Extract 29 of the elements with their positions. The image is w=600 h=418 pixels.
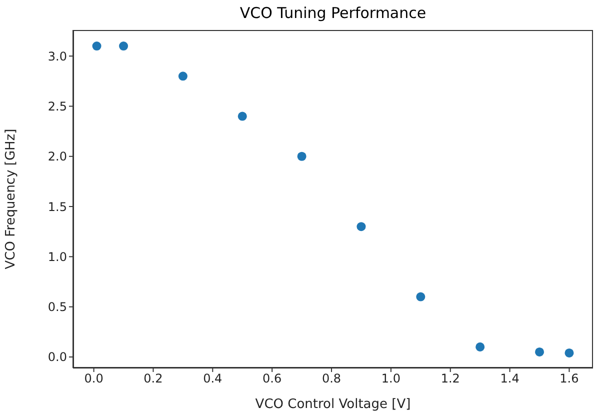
x-tick-label: 0.8 — [322, 372, 342, 386]
chart-title: VCO Tuning Performance — [238, 4, 428, 22]
point — [416, 292, 426, 302]
point — [92, 42, 102, 51]
point — [238, 112, 247, 121]
y-tick-label: 3.0 — [48, 49, 67, 64]
point — [564, 348, 574, 358]
x-tick-label: 0.0 — [84, 372, 104, 386]
y-tick-label: 2.5 — [48, 99, 67, 114]
point — [356, 222, 366, 232]
point — [119, 42, 128, 51]
x-axis-title: VCO Control Voltage [V] — [255, 397, 411, 412]
y-tick-label: 0.0 — [48, 350, 67, 364]
x-tick-label: 1.0 — [381, 372, 400, 386]
x-tick-label: 1.6 — [560, 372, 579, 386]
x-tick-label: 0.6 — [262, 372, 282, 386]
point — [297, 152, 306, 161]
y-tick-label: 2.0 — [48, 150, 67, 164]
point — [535, 347, 544, 356]
y-tick-label: 1.5 — [48, 200, 67, 214]
x-tick-label: 1.4 — [500, 372, 520, 386]
point — [476, 342, 485, 352]
x-tick-label: 1.2 — [440, 372, 460, 386]
x-tick-label: 0.2 — [144, 372, 163, 386]
y-tick-label: 0.5 — [48, 300, 67, 314]
y-tick-label: 1.0 — [48, 250, 67, 264]
x-tick-label: 0.4 — [203, 372, 222, 386]
y-axis-title: VCO Frequency [GHz] — [4, 128, 19, 270]
point — [178, 72, 188, 81]
